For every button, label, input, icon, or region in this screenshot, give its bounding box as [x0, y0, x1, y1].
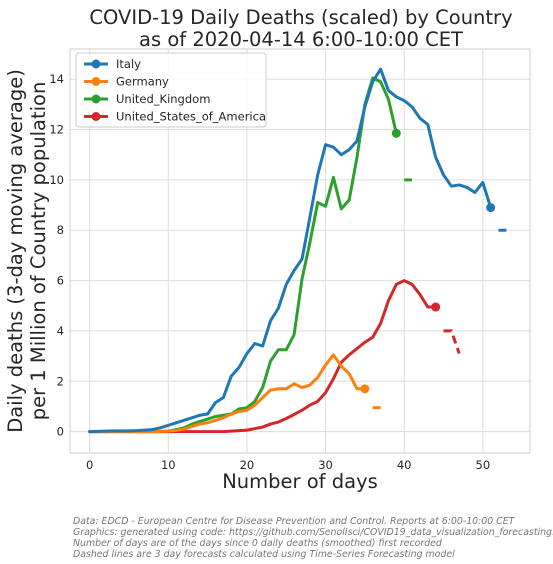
legend-swatch-marker [91, 112, 101, 121]
y-tick-label: 0 [57, 425, 64, 439]
y-tick-label: 2 [57, 374, 64, 388]
x-tick-label: 0 [86, 458, 93, 472]
legend-frame [75, 52, 267, 128]
y-tick-label: 6 [57, 274, 64, 288]
footnote-forecast-note: Dashed lines are 3 day forecasts calcula… [73, 549, 455, 560]
legend-entry-Italy: Italy [116, 57, 141, 71]
legend-entry-United_States_of_America: United_States_of_America [116, 110, 266, 124]
x-tick-label: 10 [161, 458, 176, 472]
legend-entry-Germany: Germany [116, 75, 169, 89]
series-line [88, 67, 493, 434]
x-tick-label: 20 [240, 458, 255, 472]
legend-entry-United_Kingdom: United_Kingdom [116, 92, 210, 106]
series-forecast-line [443, 329, 461, 355]
x-tick-label: 40 [397, 458, 412, 472]
y-tick-label: 10 [49, 173, 64, 187]
x-tick-label: 30 [318, 458, 333, 472]
y-tick-label: 4 [57, 324, 64, 338]
y-tick-label: 8 [57, 223, 64, 237]
footnote-data-source: Data: EDCD - European Centre for Disease… [73, 516, 515, 527]
series-end-marker [431, 302, 441, 312]
series-lines [88, 67, 507, 434]
legend-swatch-marker [91, 94, 101, 104]
y-tick-label: 14 [49, 72, 64, 86]
legend-swatch-marker [91, 77, 101, 86]
x-tick-labels: 0 10 20 30 40 50 [86, 458, 490, 472]
series-end-marker [486, 203, 496, 213]
x-axis-label: Number of days [222, 470, 378, 493]
footnotes: Data: EDCD - European Centre for Disease… [73, 516, 553, 560]
footnote-graphics: Graphics: generated using code: https://… [73, 527, 553, 538]
y-axis-label-line-2: per 1 Million of Country population [27, 82, 50, 421]
legend-swatch-marker [91, 59, 101, 69]
y-tick-label: 12 [49, 123, 64, 137]
legend: Italy Germany United_Kingdom United_States_… [75, 52, 267, 128]
series-end-marker [360, 384, 370, 394]
y-axis-label-line-1: Daily deaths (3-day moving average) [4, 69, 27, 433]
chart: COVID-19 Daily Deaths (scaled) by Countr… [4, 6, 531, 493]
chart-title-line-1: COVID-19 Daily Deaths (scaled) by Countr… [89, 6, 512, 29]
series-Italy [88, 67, 507, 434]
footnote-days-definition: Number of days are of the days since 0 d… [73, 538, 442, 549]
x-tick-label: 50 [476, 458, 491, 472]
series-end-marker [391, 128, 401, 138]
y-tick-labels: 0 2 4 6 8 10 12 14 [49, 72, 64, 438]
chart-title-line-2: as of 2020-04-14 6:00-10:00 CET [139, 28, 463, 51]
